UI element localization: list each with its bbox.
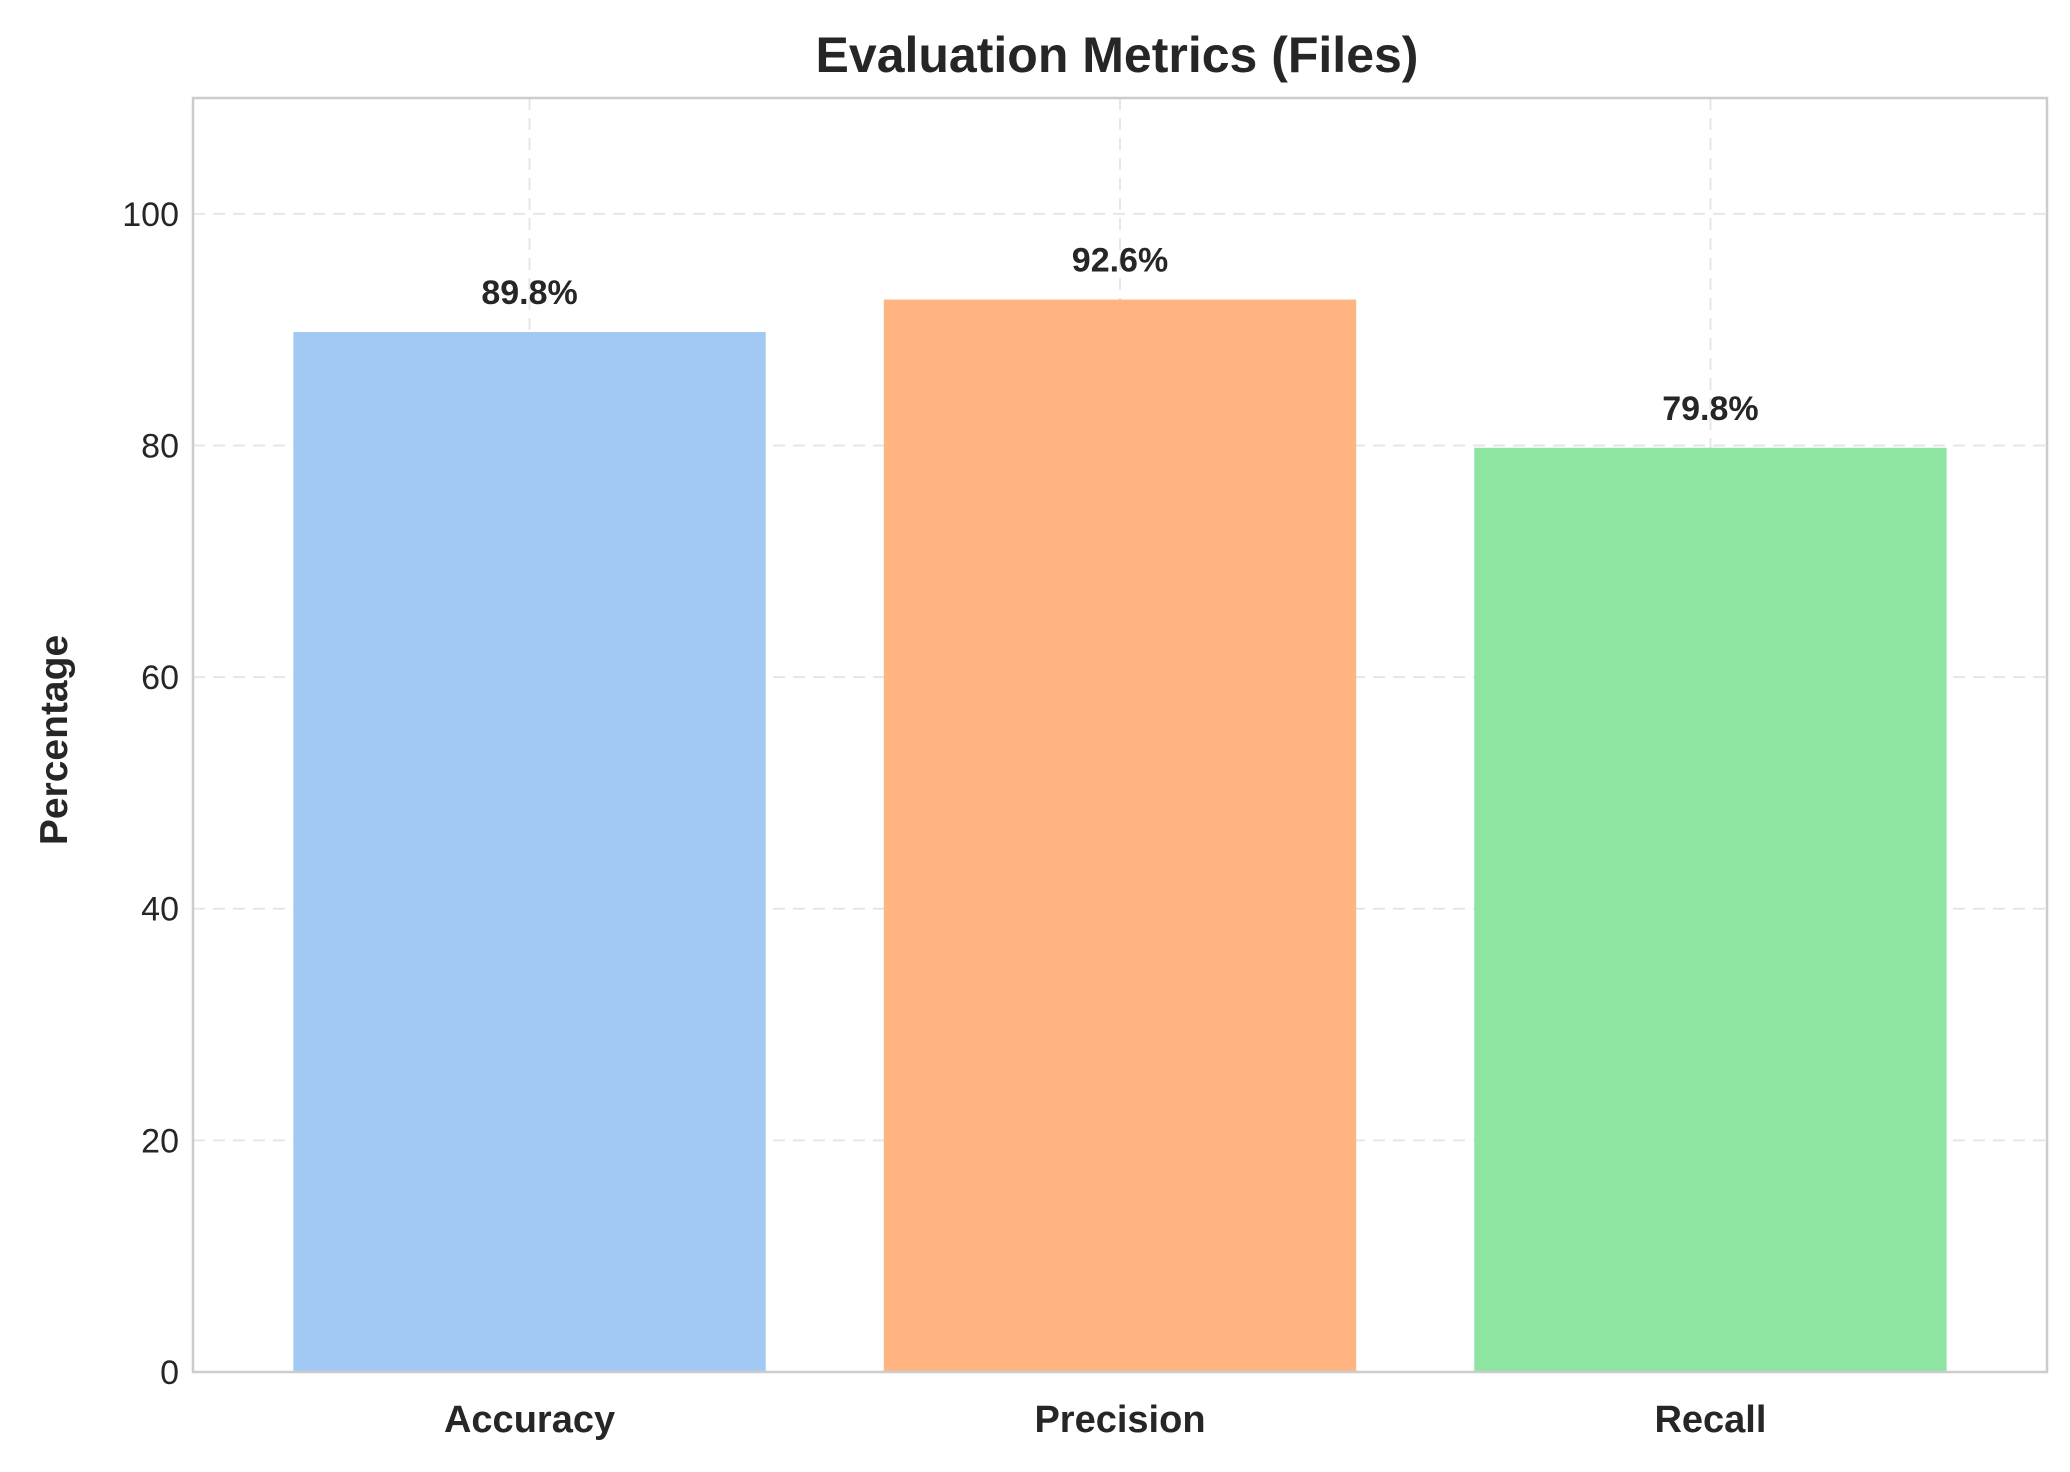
data-label-precision: 92.6%	[1072, 242, 1168, 280]
y-tick-label: 60	[141, 659, 179, 697]
x-tick-label-recall: Recall	[1654, 1399, 1766, 1441]
data-label-recall: 79.8%	[1662, 390, 1758, 428]
chart-title: Evaluation Metrics (Files)	[816, 27, 1419, 83]
bar-layer	[293, 299, 1947, 1373]
data-label-layer: 89.8% 92.6% 79.8%	[481, 242, 1758, 428]
x-tick-layer: Accuracy Precision Recall	[444, 1399, 1766, 1441]
bar-accuracy	[293, 331, 766, 1372]
y-tick-label: 20	[141, 1122, 179, 1160]
bar-precision	[883, 299, 1357, 1372]
x-tick-label-precision: Precision	[1034, 1399, 1205, 1441]
y-tick-label: 100	[122, 196, 179, 234]
y-tick-label: 0	[160, 1354, 179, 1392]
y-tick-layer: 0 20 40 60 80 100	[122, 196, 179, 1392]
y-tick-label: 40	[141, 891, 179, 929]
data-label-accuracy: 89.8%	[481, 274, 577, 312]
plot-frame	[191, 96, 2049, 1374]
bar-recall	[1474, 447, 1947, 1373]
y-axis-label: Percentage	[33, 635, 76, 845]
y-tick-label: 80	[141, 427, 179, 465]
x-tick-label-accuracy: Accuracy	[444, 1399, 615, 1441]
